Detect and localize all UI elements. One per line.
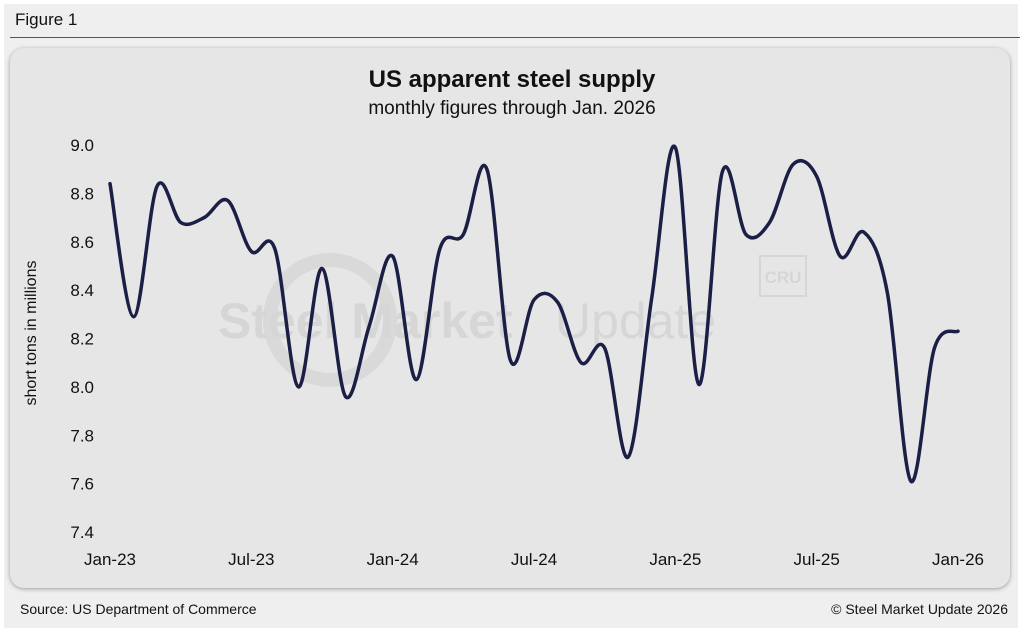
watermark-logo-icon: [263, 253, 397, 387]
x-tick-label: Jan-24: [367, 550, 419, 569]
x-axis-ticks: Jan-23 Jul-23 Jan-24 Jul-24 Jan-25 Jul-25 Jan-…: [84, 550, 984, 569]
y-tick-label: 8.0: [70, 378, 94, 397]
y-axis-ticks: 7.4 7.6 7.8 8.0 8.2 8.4 8.6 8.8 9.0: [70, 136, 94, 542]
watermark-badge-icon: [759, 255, 807, 297]
y-tick-label: 7.6: [70, 475, 94, 494]
figure-label: Figure 1: [15, 10, 78, 29]
chart-title: US apparent steel supply: [368, 66, 656, 93]
y-tick-label: 9.0: [70, 136, 94, 155]
series-line: [108, 144, 960, 483]
x-tick-label: Jul-24: [511, 550, 557, 569]
figure-divider: [10, 37, 1020, 38]
x-tick-label: Jul-23: [228, 550, 274, 569]
watermark-badge-text: CRU: [765, 268, 802, 287]
y-tick-label: 8.8: [70, 184, 94, 203]
x-tick-label: Jan-26: [932, 550, 984, 569]
y-axis-label: short tons in millions: [23, 261, 40, 406]
source-note: Source: US Department of Commerce: [20, 601, 257, 617]
y-tick-label: 8.6: [70, 233, 94, 252]
chart-panel: [10, 48, 1010, 588]
y-tick-label: 8.2: [70, 330, 94, 349]
series-layer: [108, 144, 960, 483]
copyright-note: © Steel Market Update 2026: [831, 601, 1008, 617]
x-tick-label: Jan-25: [649, 550, 701, 569]
y-tick-label: 7.4: [70, 523, 94, 542]
x-tick-label: Jan-23: [84, 550, 136, 569]
chart-subtitle: monthly figures through Jan. 2026: [368, 98, 656, 119]
watermark: Steel Market Update CRU: [218, 253, 807, 387]
y-tick-label: 7.8: [70, 426, 94, 445]
y-tick-label: 8.4: [70, 281, 94, 300]
x-tick-label: Jul-25: [794, 550, 840, 569]
